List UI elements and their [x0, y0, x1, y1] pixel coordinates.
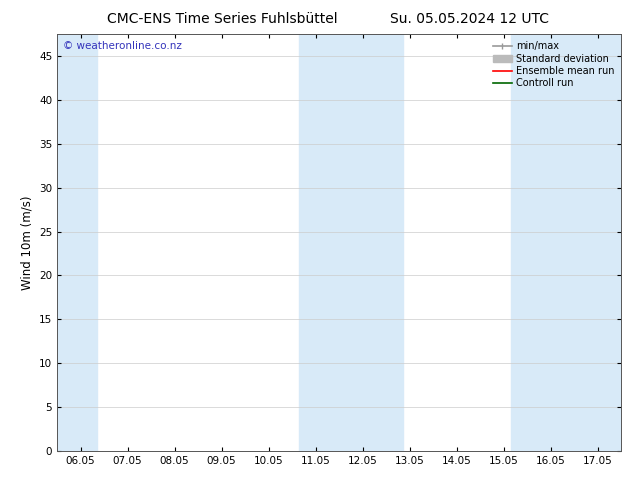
- Text: © weatheronline.co.nz: © weatheronline.co.nz: [63, 41, 181, 50]
- Bar: [57, 34, 97, 451]
- Y-axis label: Wind 10m (m/s): Wind 10m (m/s): [20, 196, 34, 290]
- Bar: [299, 34, 403, 451]
- Text: Su. 05.05.2024 12 UTC: Su. 05.05.2024 12 UTC: [390, 12, 548, 26]
- Legend: min/max, Standard deviation, Ensemble mean run, Controll run: min/max, Standard deviation, Ensemble me…: [491, 39, 616, 90]
- Bar: [511, 34, 621, 451]
- Text: CMC-ENS Time Series Fuhlsbüttel: CMC-ENS Time Series Fuhlsbüttel: [107, 12, 337, 26]
